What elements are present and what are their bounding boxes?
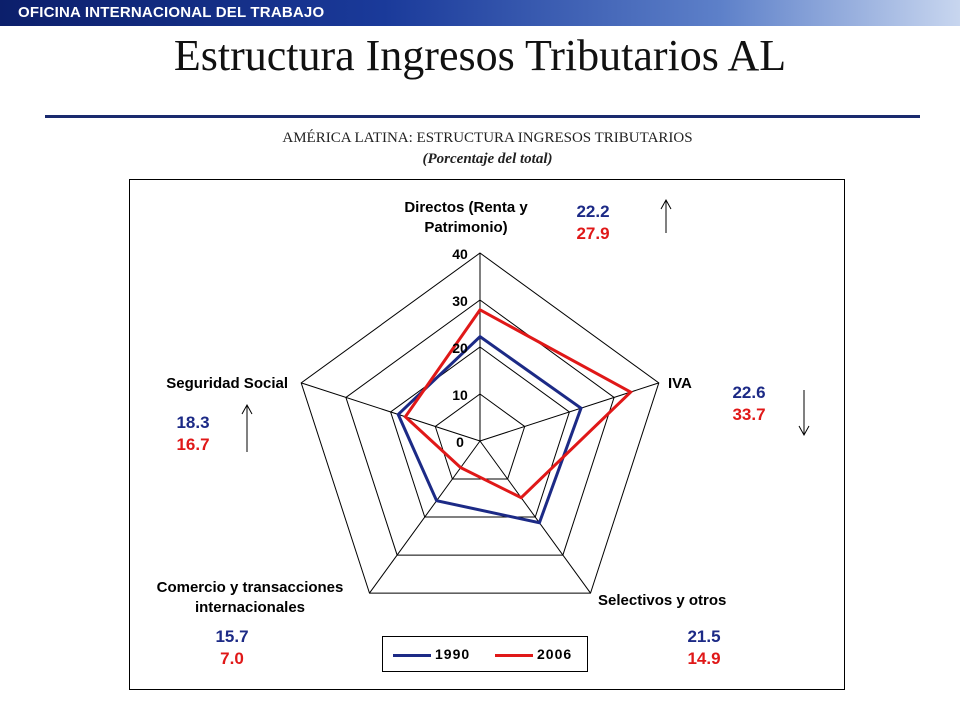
- radar-ticks: 0 10 20 30 40: [452, 246, 468, 450]
- grid-ring-10: [434, 393, 526, 480]
- banner-text: OFICINA INTERNACIONAL DEL TRABAJO: [18, 4, 325, 21]
- chart-legend: 1990 2006: [382, 636, 588, 672]
- grid-ring-20: [390, 346, 570, 518]
- title-divider: [45, 115, 920, 118]
- legend-label-2006: 2006: [537, 646, 573, 662]
- header-banner: OFICINA INTERNACIONAL DEL TRABAJO: [0, 0, 960, 26]
- legend-swatch-2006: [495, 654, 533, 657]
- value-2006-1: 33.7: [732, 405, 765, 424]
- axis-label-4: Seguridad Social: [166, 375, 288, 392]
- tick-label-30: 30: [452, 293, 468, 309]
- value-1990-3: 15.7: [215, 627, 248, 646]
- legend-label-1990: 1990: [435, 646, 471, 662]
- trend-arrow-up-icon: [660, 198, 672, 233]
- chart-subtitle: (Porcentaje del total): [422, 151, 553, 167]
- grid-spoke-3: [369, 440, 481, 594]
- axis-label-3: Comercio y transacciones internacionales: [157, 579, 344, 616]
- grid-ring-40: [300, 252, 660, 594]
- trend-arrow-up-icon: [241, 403, 253, 452]
- axis-label-1: IVA: [668, 375, 692, 392]
- value-2006-4: 16.7: [176, 435, 209, 454]
- value-2006-0: 27.9: [576, 224, 609, 243]
- tick-label-0: 0: [456, 434, 464, 450]
- grid-spoke-2: [479, 440, 591, 594]
- value-1990-0: 22.2: [576, 202, 609, 221]
- axis-label-0: Directos (Renta y Patrimonio): [404, 199, 528, 236]
- axis-label-2: Selectivos y otros: [598, 592, 726, 609]
- tick-label-20: 20: [452, 340, 468, 356]
- radar-axis-labels: Directos (Renta y Patrimonio) IVA Selectivo…: [157, 199, 727, 616]
- slide-title: Estructura Ingresos Tributarios AL: [173, 31, 787, 80]
- legend-swatch-1990: [393, 654, 431, 657]
- grid-ring-30: [345, 299, 615, 556]
- tick-label-10: 10: [452, 387, 468, 403]
- value-1990-4: 18.3: [176, 413, 209, 432]
- radar-grid: [300, 252, 660, 594]
- chart-frame: [129, 179, 845, 690]
- chart-title: AMÉRICA LATINA: ESTRUCTURA INGRESOS TRIB…: [282, 130, 693, 146]
- radar-series: [396, 307, 634, 525]
- trend-arrow-down-icon: [798, 390, 810, 437]
- value-2006-3: 7.0: [220, 649, 244, 668]
- series-1990-line: [396, 334, 583, 525]
- series-2006-line: [403, 307, 634, 500]
- radar-value-labels: 22.2 27.9 22.6 33.7 21.5 14.9 15.7 7.0 18.3 16.7: [176, 198, 810, 668]
- tick-label-40: 40: [452, 246, 468, 262]
- grid-spoke-4: [301, 382, 481, 442]
- value-1990-2: 21.5: [687, 627, 720, 646]
- value-1990-1: 22.6: [732, 383, 765, 402]
- value-2006-2: 14.9: [687, 649, 720, 668]
